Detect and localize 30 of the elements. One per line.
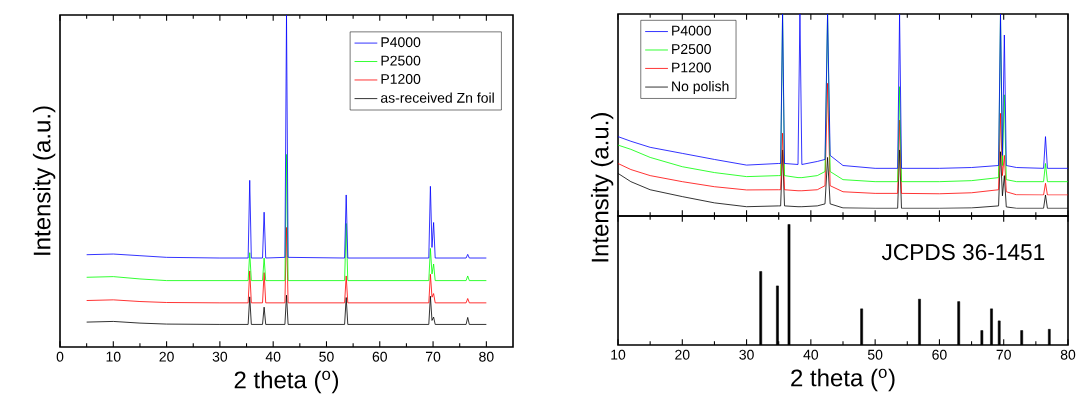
legend-label: P2500 [381, 55, 421, 66]
x-tick-label: 30 [739, 349, 754, 360]
x-tick-label: 20 [675, 349, 690, 360]
x-tick-label: 20 [159, 351, 174, 362]
x-tick-label: 60 [932, 349, 947, 360]
x-tick-label: 80 [1060, 349, 1076, 360]
x-tick-label: 0 [56, 351, 64, 362]
x-tick-label: 40 [265, 351, 281, 362]
y-axis-title: Intensity (a.u.) [590, 113, 614, 262]
x-tick-label: 80 [479, 351, 494, 362]
x-tick-label: 10 [611, 349, 626, 360]
legend-label: P1200 [672, 62, 711, 73]
x-axis-title: 2 theta ($^{o}$) [234, 370, 339, 394]
y-axis-title: Intensity (a.u.) [32, 106, 56, 255]
annotation: JCPDS 36-1451 [881, 244, 1045, 261]
x-tick-label: 70 [996, 349, 1011, 360]
legend-label: P4000 [381, 37, 421, 48]
x-tick-label: 50 [867, 349, 883, 360]
legend-label: P4000 [672, 25, 711, 36]
x-tick-label: 50 [319, 351, 334, 362]
legend-label: P2500 [672, 44, 711, 55]
legend-label: No polish [672, 80, 729, 95]
x-tick-label: 10 [106, 351, 121, 362]
x-tick-label: 70 [425, 351, 441, 362]
legend-label: P1200 [381, 74, 421, 85]
x-tick-label: 60 [372, 351, 387, 362]
x-axis-title: 2 theta ($^{o}$) [791, 368, 895, 392]
legend-label: as-received Zn foil [380, 92, 494, 103]
x-tick-label: 40 [803, 349, 819, 360]
x-tick-label: 30 [212, 351, 228, 362]
